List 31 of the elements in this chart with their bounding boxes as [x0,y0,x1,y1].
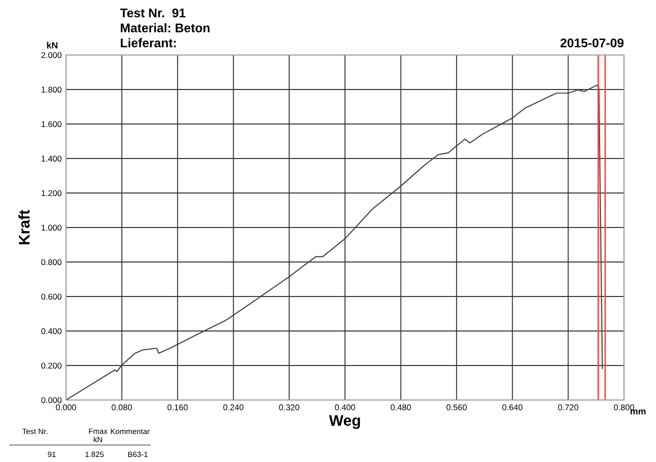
x-tick-label: 0.320 [279,404,300,410]
y-tick-label: 1.600 [42,121,62,128]
x-tick-label: 0.640 [502,404,522,410]
x-tick-label: 0.800 [614,404,634,410]
y-tick-label: 0.400 [41,328,62,334]
text: 2015-07-09 [560,38,624,48]
y-tick-label: 0.800 [41,259,62,266]
x-tick-label: 0.560 [446,404,467,410]
text: Lieferant: [120,38,176,48]
y-axis-title: Kraft [18,210,30,244]
text: kN [47,42,58,48]
x-tick-label: 0.400 [334,404,356,410]
x-tick-label: 0.000 [56,404,76,410]
y-tick-label: 0.200 [41,362,62,369]
x-tick-label: 0.160 [168,404,188,410]
text: mm [630,409,646,414]
y-tick-label: 1.800 [42,86,62,93]
chart-title: Test Nr. 91 [120,8,186,18]
y-tick-label: 2.000 [41,52,62,58]
x-tick-label: 0.480 [390,404,411,410]
y-tick-label: 1.000 [42,224,62,231]
y-tick-label: 0.000 [41,397,62,404]
chart-subtitle: Material: Beton [120,23,210,32]
x-axis-title: Weg [329,415,360,429]
y-tick-label: 1.200 [42,190,62,196]
x-tick-label: 0.720 [558,404,578,410]
y-tick-label: 0.600 [41,294,62,300]
y-tick-label: 1.400 [42,156,62,162]
x-tick-label: 0.240 [223,404,244,410]
line-series [66,84,603,400]
x-tick-label: 0.080 [112,404,132,410]
